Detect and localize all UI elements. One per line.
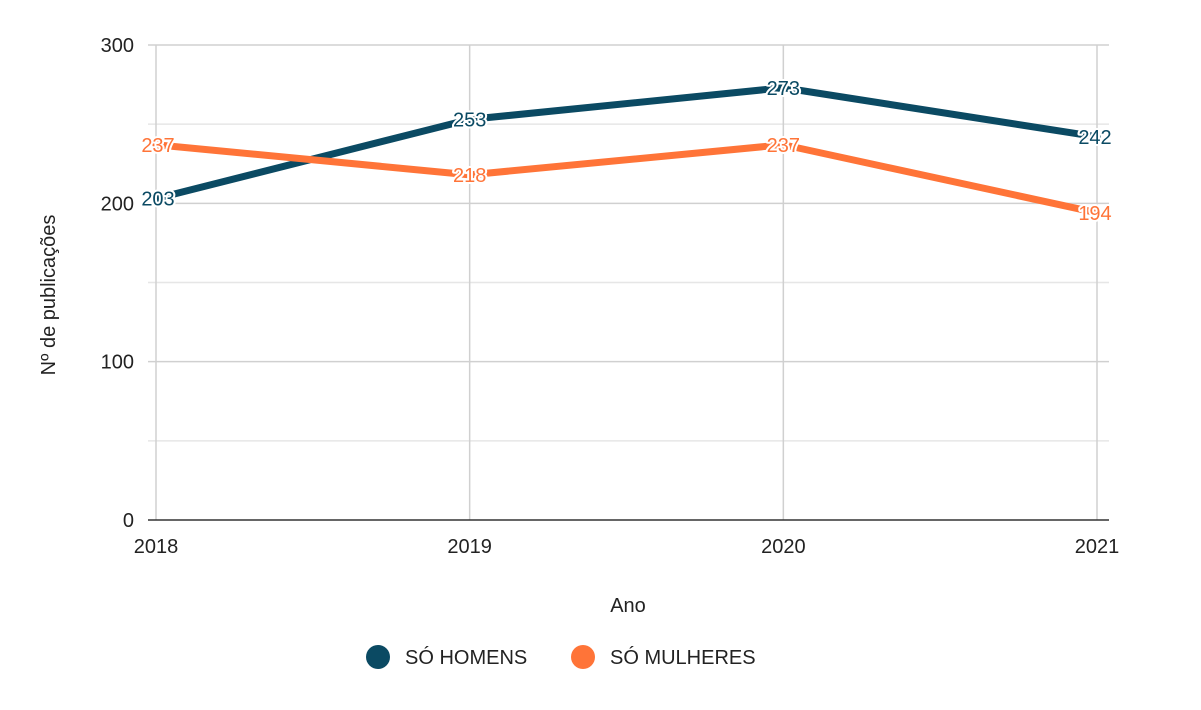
data-point <box>779 141 787 149</box>
data-point <box>1093 209 1101 217</box>
legend-item: SÓ HOMENS <box>366 645 527 669</box>
y-tick-label: 0 <box>123 510 134 532</box>
grid-layer <box>148 44 1109 520</box>
data-label: 237 <box>141 135 174 157</box>
legend-label: SÓ MULHERES <box>610 646 756 669</box>
series-layer <box>152 84 1101 217</box>
x-axis-title: Ano <box>610 595 646 617</box>
data-point <box>1093 133 1101 141</box>
legend: SÓ HOMENS SÓ MULHERES <box>366 645 756 669</box>
axis-layer: 0 100 200 300 2018 2019 2020 2021 <box>101 35 1120 558</box>
data-label: 218 <box>453 165 486 187</box>
y-tick-label: 200 <box>101 193 134 215</box>
data-label: 273 <box>767 78 800 100</box>
data-label-layer: 203 253 273 242 237 218 237 194 <box>139 76 1113 227</box>
y-tick-label: 300 <box>101 35 134 57</box>
data-label: 242 <box>1078 127 1111 149</box>
data-label: 253 <box>453 109 486 131</box>
series-line <box>152 141 1101 217</box>
data-point <box>466 171 474 179</box>
data-label: 203 <box>141 189 174 211</box>
y-axis-title: Nº de publicações <box>38 215 60 376</box>
legend-item: SÓ MULHERES <box>571 645 756 669</box>
data-point <box>152 141 160 149</box>
y-tick-label: 100 <box>101 352 134 374</box>
data-point <box>466 115 474 123</box>
data-label: 194 <box>1078 203 1111 225</box>
x-tick-label: 2020 <box>761 536 806 558</box>
data-label: 237 <box>767 135 800 157</box>
x-tick-label: 2019 <box>447 536 492 558</box>
x-tick-label: 2021 <box>1075 536 1120 558</box>
legend-marker <box>366 645 390 669</box>
data-point <box>779 84 787 92</box>
legend-label: SÓ HOMENS <box>405 646 527 669</box>
data-point <box>152 195 160 203</box>
legend-marker <box>571 645 595 669</box>
x-tick-label: 2018 <box>134 536 179 558</box>
